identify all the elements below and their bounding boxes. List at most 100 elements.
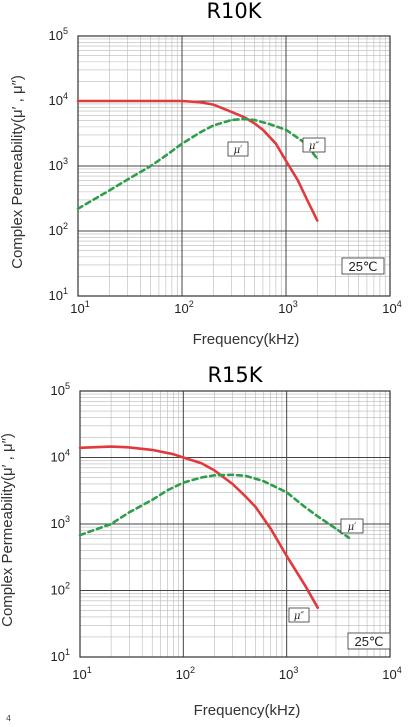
data-point (182, 481, 185, 484)
data-point (77, 207, 79, 210)
series-tag-box (288, 607, 310, 623)
grid (78, 36, 390, 296)
temperature-note-box (341, 257, 385, 275)
y-tick-base: 10 (51, 649, 65, 664)
y-tick-label: 105 (51, 381, 70, 398)
y-tick-exponent: 5 (65, 381, 70, 391)
data-point (253, 119, 256, 121)
data-point (304, 506, 306, 508)
data-point (151, 449, 154, 451)
y-tick-label: 103 (51, 514, 70, 531)
y-tick-base: 10 (49, 28, 63, 43)
x-tick-exponent: 1 (85, 299, 90, 309)
y-tick-label: 105 (49, 26, 68, 43)
data-point (285, 491, 288, 494)
data-point (149, 165, 152, 167)
chart-title: R15K (207, 363, 263, 387)
data-point (110, 523, 112, 525)
data-point (231, 473, 234, 476)
data-point (200, 462, 203, 465)
series-line-mu-prime (76, 99, 319, 222)
data-point (151, 499, 154, 501)
x-tick-base: 10 (176, 667, 190, 682)
x-tick-base: 10 (174, 301, 188, 316)
data-point (262, 480, 265, 483)
data-point (181, 142, 183, 145)
y-tick-exponent: 1 (65, 647, 70, 657)
data-point (172, 453, 175, 456)
data-point (128, 446, 131, 449)
series-tag-label: μ′ (234, 145, 243, 156)
data-point (110, 445, 112, 448)
data-point (128, 511, 131, 514)
x-tick-label: 104 (382, 299, 401, 316)
data-point (316, 606, 319, 609)
series-tag-label: μ″ (294, 611, 304, 622)
y-tick-exponent: 4 (65, 448, 70, 458)
series-line-mu-double-prime (78, 473, 351, 540)
data-point (316, 515, 319, 518)
y-tick-base: 10 (51, 516, 65, 531)
plot-frame (77, 35, 391, 297)
x-tick-exponent: 4 (397, 665, 402, 675)
temperature-note-box (347, 632, 391, 650)
series-tag-box (302, 137, 326, 153)
y-tick-label: 101 (51, 647, 70, 664)
data-point (212, 103, 215, 106)
y-tick-base: 10 (49, 158, 63, 173)
data-point (231, 483, 234, 485)
x-tick-base: 10 (70, 301, 84, 316)
data-point (254, 506, 257, 508)
data-point (316, 157, 319, 160)
x-tick-base: 10 (279, 667, 293, 682)
data-point (275, 142, 277, 145)
y-tick-exponent: 3 (63, 156, 68, 166)
y-tick-label: 104 (49, 91, 68, 108)
y-tick-label: 101 (49, 286, 68, 303)
data-point (243, 118, 246, 120)
x-tick-base: 10 (382, 667, 396, 682)
data-point (285, 555, 288, 557)
data-point (182, 456, 185, 459)
data-point (335, 527, 337, 530)
data-point (165, 154, 167, 157)
plot-frame (79, 390, 391, 658)
chart-title: R10K (206, 0, 262, 23)
data-point (126, 178, 129, 181)
x-tick-label: 103 (279, 665, 298, 682)
data-point (79, 446, 81, 449)
y-tick-base: 10 (49, 288, 63, 303)
x-tick-label: 103 (278, 299, 297, 316)
x-tick-label: 102 (174, 299, 193, 316)
data-point (262, 129, 264, 131)
x-tick-exponent: 3 (293, 665, 298, 675)
data-point (77, 100, 79, 102)
grid (80, 391, 390, 657)
x-tick-label: 101 (70, 299, 89, 316)
y-axis-label: Complex Permeability(μ′ , μ″) (0, 433, 16, 627)
y-tick-base: 10 (51, 450, 65, 465)
data-point (253, 122, 256, 125)
data-point (213, 469, 216, 472)
x-tick-exponent: 3 (293, 299, 298, 309)
data-point (304, 584, 306, 587)
data-point (244, 495, 247, 498)
x-tick-base: 10 (72, 667, 86, 682)
x-tick-exponent: 2 (190, 665, 195, 675)
data-point (230, 119, 233, 121)
temperature-note: 25℃ (354, 634, 383, 649)
y-axis-label: Complex Permeability(μ′ , μ″) (9, 75, 26, 269)
series-tag-label: μ′ (348, 522, 357, 533)
data-point (166, 489, 169, 492)
data-point (181, 100, 183, 102)
y-tick-label: 103 (49, 156, 68, 173)
data-point (348, 537, 350, 539)
x-tick-label: 104 (382, 665, 401, 682)
y-tick-exponent: 4 (63, 91, 68, 101)
y-tick-base: 10 (51, 583, 65, 598)
data-point (306, 199, 309, 201)
y-tick-base: 10 (49, 223, 63, 238)
page-footnote: 4 (6, 714, 12, 723)
data-point (316, 219, 319, 222)
y-tick-exponent: 3 (65, 514, 70, 524)
